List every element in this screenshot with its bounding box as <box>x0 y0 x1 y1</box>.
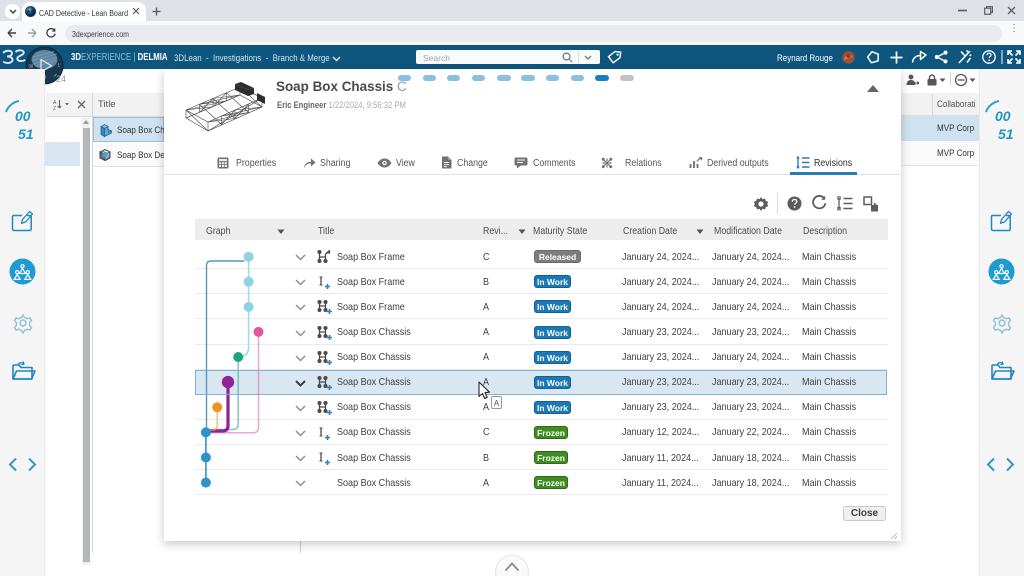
svg-text:Z: Z <box>53 106 56 110</box>
svg-text:51: 51 <box>18 126 34 142</box>
svg-text:A: A <box>53 100 57 106</box>
svg-text:00: 00 <box>995 108 1011 124</box>
svg-text:51: 51 <box>998 126 1014 142</box>
svg-text:00: 00 <box>15 108 31 124</box>
svg-text:30: 30 <box>29 64 34 69</box>
svg-text:1': 1' <box>58 63 61 68</box>
